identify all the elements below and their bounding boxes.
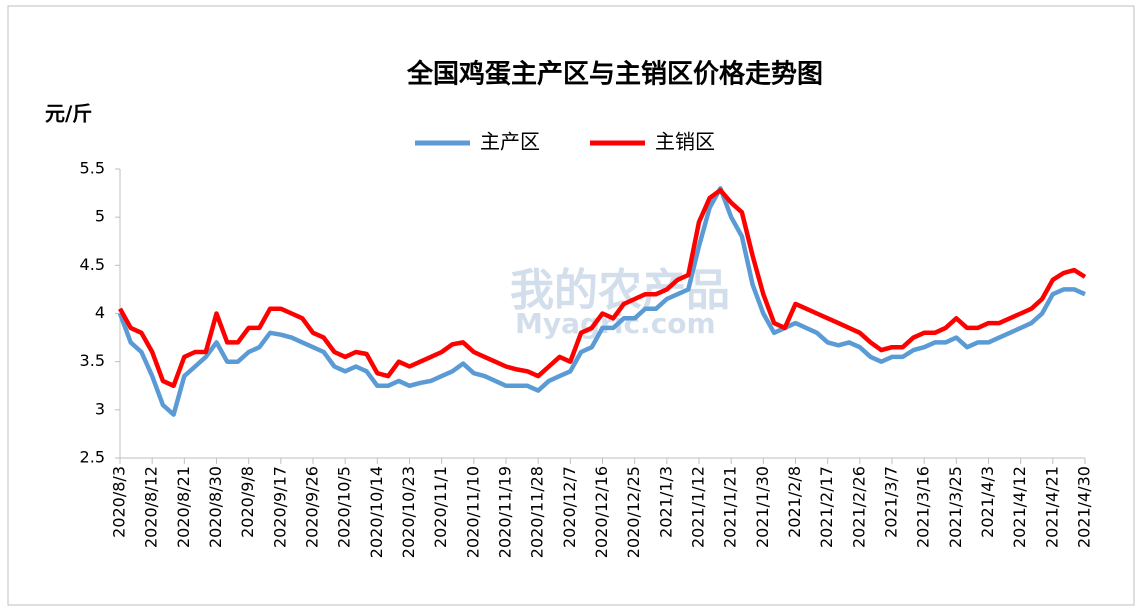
legend-label: 主销区: [655, 130, 715, 154]
x-tick-label: 2020/11/19: [496, 466, 515, 558]
x-tick-label: 2020/11/28: [528, 466, 547, 558]
x-tick-label: 2021/3/7: [882, 466, 901, 538]
x-tick-label: 2020/8/30: [206, 466, 225, 548]
x-tick-label: 2020/10/14: [367, 466, 386, 558]
x-tick-label: 2021/1/12: [689, 466, 708, 548]
x-tick-label: 2020/8/12: [142, 466, 161, 548]
y-tick-label: 3.5: [80, 351, 105, 370]
x-tick-label: 2020/11/10: [463, 466, 482, 558]
x-tick-label: 2021/1/21: [721, 466, 740, 548]
x-tick-label: 2020/12/7: [560, 466, 579, 548]
y-tick-label: 5: [95, 207, 105, 226]
x-tick-label: 2021/1/3: [656, 466, 675, 538]
x-tick-label: 2021/4/12: [1010, 466, 1029, 548]
chart-frame: [7, 5, 1135, 606]
x-tick-label: 2021/2/26: [849, 466, 868, 548]
x-tick-label: 2020/11/1: [431, 466, 450, 548]
legend-label: 主产区: [480, 130, 540, 154]
x-tick-label: 2021/1/30: [753, 466, 772, 548]
x-tick-label: 2020/12/16: [592, 466, 611, 558]
x-tick-label: 2020/9/8: [238, 466, 257, 538]
y-tick-label: 4: [95, 303, 105, 322]
x-tick-label: 2020/10/23: [399, 466, 418, 558]
x-tick-label: 2021/4/21: [1042, 466, 1061, 548]
y-tick-label: 3: [95, 399, 105, 418]
y-axis-label: 元/斤: [45, 102, 92, 126]
x-tick-label: 2020/10/5: [335, 466, 354, 548]
x-tick-label: 2020/9/26: [303, 466, 322, 548]
x-tick-label: 2021/2/17: [817, 466, 836, 548]
series-line: [117, 186, 1086, 417]
legend: 主产区 主销区: [415, 130, 715, 154]
chart-title: 全国鸡蛋主产区与主销区价格走势图: [406, 59, 823, 90]
y-tick-label: 4.5: [80, 255, 105, 274]
x-tick-label: 2021/4/30: [1075, 466, 1094, 548]
y-tick-label: 2.5: [80, 448, 105, 467]
x-tick-label: 2020/9/17: [270, 466, 289, 548]
x-tick-label: 2021/3/25: [946, 466, 965, 548]
x-tick-label: 2021/2/8: [785, 466, 804, 538]
x-tick-label: 2020/8/21: [174, 466, 193, 548]
x-tick-label: 2020/12/25: [624, 466, 643, 558]
series-line: [118, 187, 1087, 389]
x-tick-label: 2021/3/16: [914, 466, 933, 548]
x-tick-label: 2021/4/3: [978, 466, 997, 538]
x-tick-label: 2020/8/3: [110, 466, 129, 538]
y-tick-label: 5.5: [80, 159, 105, 178]
